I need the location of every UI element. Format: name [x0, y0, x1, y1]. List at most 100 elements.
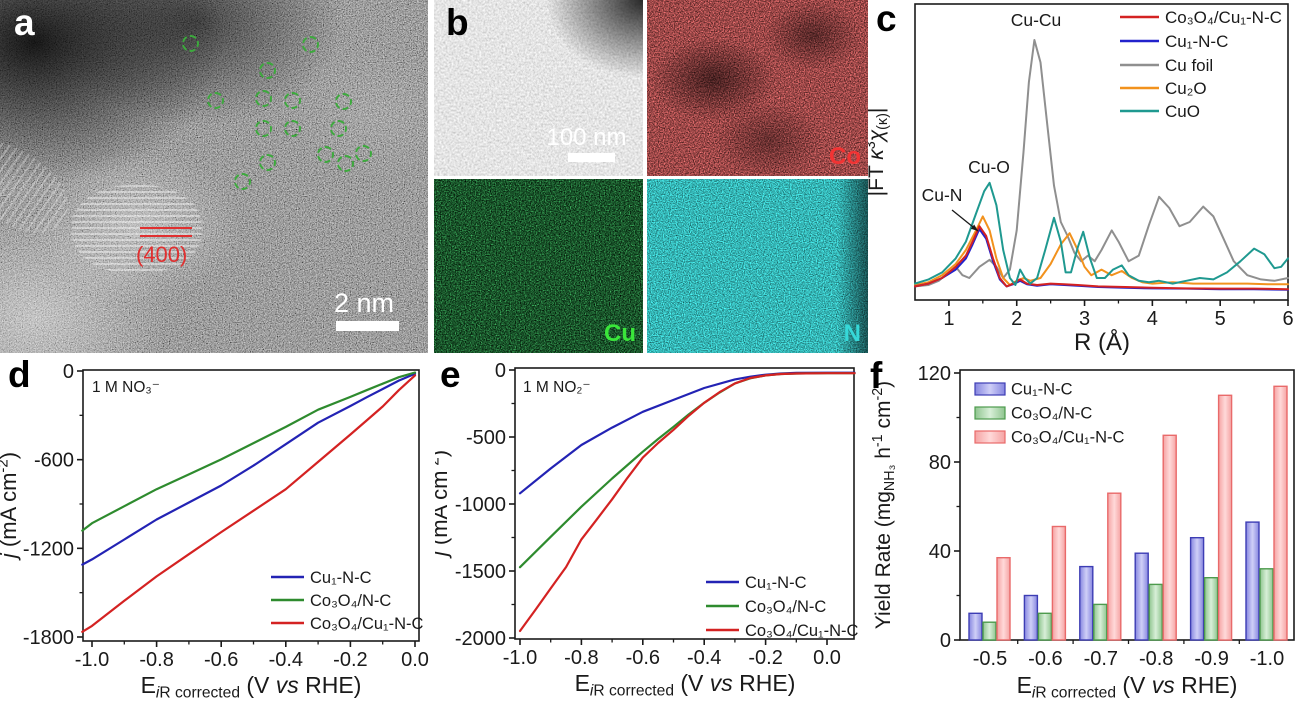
tem-shading-overlay — [0, 0, 428, 353]
x-tick-label: -0.7 — [1084, 648, 1118, 670]
x-tick-label: -1.0 — [75, 649, 109, 671]
y-axis-label: j (mA cm-2) — [0, 452, 21, 561]
legend-label-2: Cu foil — [1165, 56, 1213, 75]
x-axis-label: EiR corrected (V vs RHE) — [1017, 672, 1238, 702]
bar-Co₃O₄/Cu₁-N-C--0.9 — [1217, 394, 1233, 641]
x-tick-label: -0.5 — [973, 648, 1007, 670]
legend-label-1: Co₃O₄/N-C — [1011, 405, 1092, 423]
bar-Co₃O₄/N-C--0.9 — [1203, 576, 1219, 641]
eds-map-cu: Cu — [434, 179, 643, 353]
x-tick-label: -0.2 — [333, 649, 367, 671]
element-label-cu: Cu — [604, 320, 636, 347]
panel-b-eds-maps: 100 nm Co Cu N — [434, 0, 868, 353]
x-tick-label: -0.4 — [687, 647, 721, 669]
legend-label-0: Cu₁-N-C — [310, 569, 372, 587]
series-line-0 — [81, 372, 417, 566]
legend-swatch-1 — [974, 406, 1006, 420]
y-tick-label: 0 — [940, 630, 951, 652]
scale-bar — [568, 153, 615, 162]
y-axis-label: Yield Rate (mgNH₃ h-1 cm-2) — [870, 381, 898, 629]
vacuum-corner-shading — [434, 0, 643, 176]
lattice-spacing-line-top — [140, 227, 192, 230]
y-tick-label: -1500 — [455, 561, 506, 583]
scale-bar-text: 100 nm — [546, 124, 627, 151]
atom-highlight-circle — [283, 119, 301, 137]
atom-highlight-circle — [334, 92, 352, 110]
bar-Co₃O₄/N-C--0.6 — [1037, 612, 1053, 641]
atom-highlight-circle — [354, 144, 372, 162]
bar-Cu₁-N-C--0.8 — [1134, 552, 1149, 641]
atom-highlight-circle — [329, 119, 347, 137]
element-label-n: N — [843, 320, 861, 347]
legend-label-0: Cu₁-N-C — [1011, 381, 1073, 399]
x-tick-label: 0.0 — [401, 649, 429, 671]
bar-Cu₁-N-C--1.0 — [1245, 521, 1260, 641]
x-tick-label: -0.6 — [1028, 648, 1062, 670]
atom-highlight-circle — [336, 154, 354, 172]
y-tick-label: 80 — [929, 452, 951, 474]
legend-swatch-2 — [974, 430, 1006, 444]
legend-label-1: Co₃O₄/N-C — [745, 598, 826, 616]
x-tick-label: 1 — [943, 308, 954, 330]
bar-Co₃O₄/Cu₁-N-C--1.0 — [1273, 385, 1288, 641]
x-tick-label: -1.0 — [503, 647, 537, 669]
annotation-arrowhead — [970, 224, 978, 231]
legend-label-1: Co₃O₄/N-C — [310, 592, 391, 610]
panel-label-b: b — [446, 2, 469, 43]
panel-f-yield-rate-chart: 0 40 80 120 -0.5 -0.6 -0.7 -0.8 -0.9 -1.0 Cu₁-N-C C… — [868, 355, 1298, 704]
y-tick-label: -2000 — [455, 628, 506, 650]
x-tick-label: -0.9 — [1194, 648, 1228, 670]
legend-label-2: Co₃O₄/Cu₁-N-C — [1011, 429, 1125, 447]
scale-bar-text: 2 nm — [333, 288, 395, 318]
series-line-1 — [518, 372, 856, 569]
y-tick-label: -600 — [34, 450, 74, 472]
x-tick-label: -1.0 — [1250, 648, 1284, 670]
bar-Cu₁-N-C--0.7 — [1079, 565, 1094, 641]
series-line-2 — [914, 39, 1289, 288]
x-tick-label: 6 — [1282, 308, 1293, 330]
atom-highlight-circle — [316, 145, 334, 163]
atom-highlight-circle — [258, 61, 276, 79]
panel-label-e: e — [440, 354, 461, 395]
x-tick-label: 4 — [1147, 308, 1158, 330]
eds-map-n: N — [647, 179, 868, 353]
y-tick-label: -1800 — [23, 627, 74, 649]
legend-label-3: Cu₂O — [1165, 79, 1207, 98]
series-line-4 — [914, 181, 1289, 286]
x-tick-label: -0.8 — [139, 649, 173, 671]
panel-e-lsv-no2-chart: -1.0 -0.8 -0.6 -0.4 -0.2 0.0 0 -500 -1000 -1500 -2… — [426, 355, 870, 704]
legend-label-4: CuO — [1165, 102, 1200, 121]
series-line-0 — [914, 225, 1289, 291]
x-tick-label: 3 — [1079, 308, 1090, 330]
x-tick-label: 2 — [1011, 308, 1022, 330]
electrolyte-note: 1 M NO₃⁻ — [92, 379, 160, 396]
chart-svg-d: -1.0 -0.8 -0.6 -0.4 -0.2 0.0 0 -600 -1200 -1800 Cu… — [0, 361, 429, 702]
atom-highlight-circle — [233, 172, 251, 190]
eds-map-co: Co — [647, 0, 868, 176]
electrolyte-note: 1 M NO₂⁻ — [523, 379, 591, 396]
y-tick-label: -500 — [466, 427, 506, 449]
plot-border — [914, 3, 1289, 301]
atom-highlight-circle — [254, 89, 272, 107]
atom-highlight-circle — [254, 119, 272, 137]
annotation-Cu-Cu: Cu-Cu — [1011, 10, 1062, 30]
annotation-Cu-O: Cu-O — [968, 157, 1010, 177]
legend-label-1: Cu₁-N-C — [1165, 32, 1228, 51]
n-map-edge-shading — [647, 179, 868, 353]
atom-highlight-circle — [301, 35, 319, 53]
atom-highlight-circle — [206, 91, 224, 109]
x-tick-label: -0.8 — [1139, 648, 1173, 670]
stem-overview-image: 100 nm — [434, 0, 643, 176]
lattice-plane-label: (400) — [136, 242, 188, 267]
panel-label-f: f — [870, 355, 883, 396]
x-tick-label: -0.6 — [204, 649, 238, 671]
y-tick-label: -1200 — [23, 538, 74, 560]
panel-label-c: c — [876, 0, 897, 39]
y-tick-label: 0 — [495, 360, 506, 382]
series-line-2 — [81, 374, 417, 633]
bar-Cu₁-N-C--0.5 — [968, 612, 983, 641]
y-tick-label: 120 — [918, 363, 951, 385]
x-axis-label: EiR corrected (V vs RHE) — [575, 670, 796, 700]
panel-d-lsv-no3-chart: -1.0 -0.8 -0.6 -0.4 -0.2 0.0 0 -600 -1200 -1800 Cu… — [0, 355, 435, 704]
